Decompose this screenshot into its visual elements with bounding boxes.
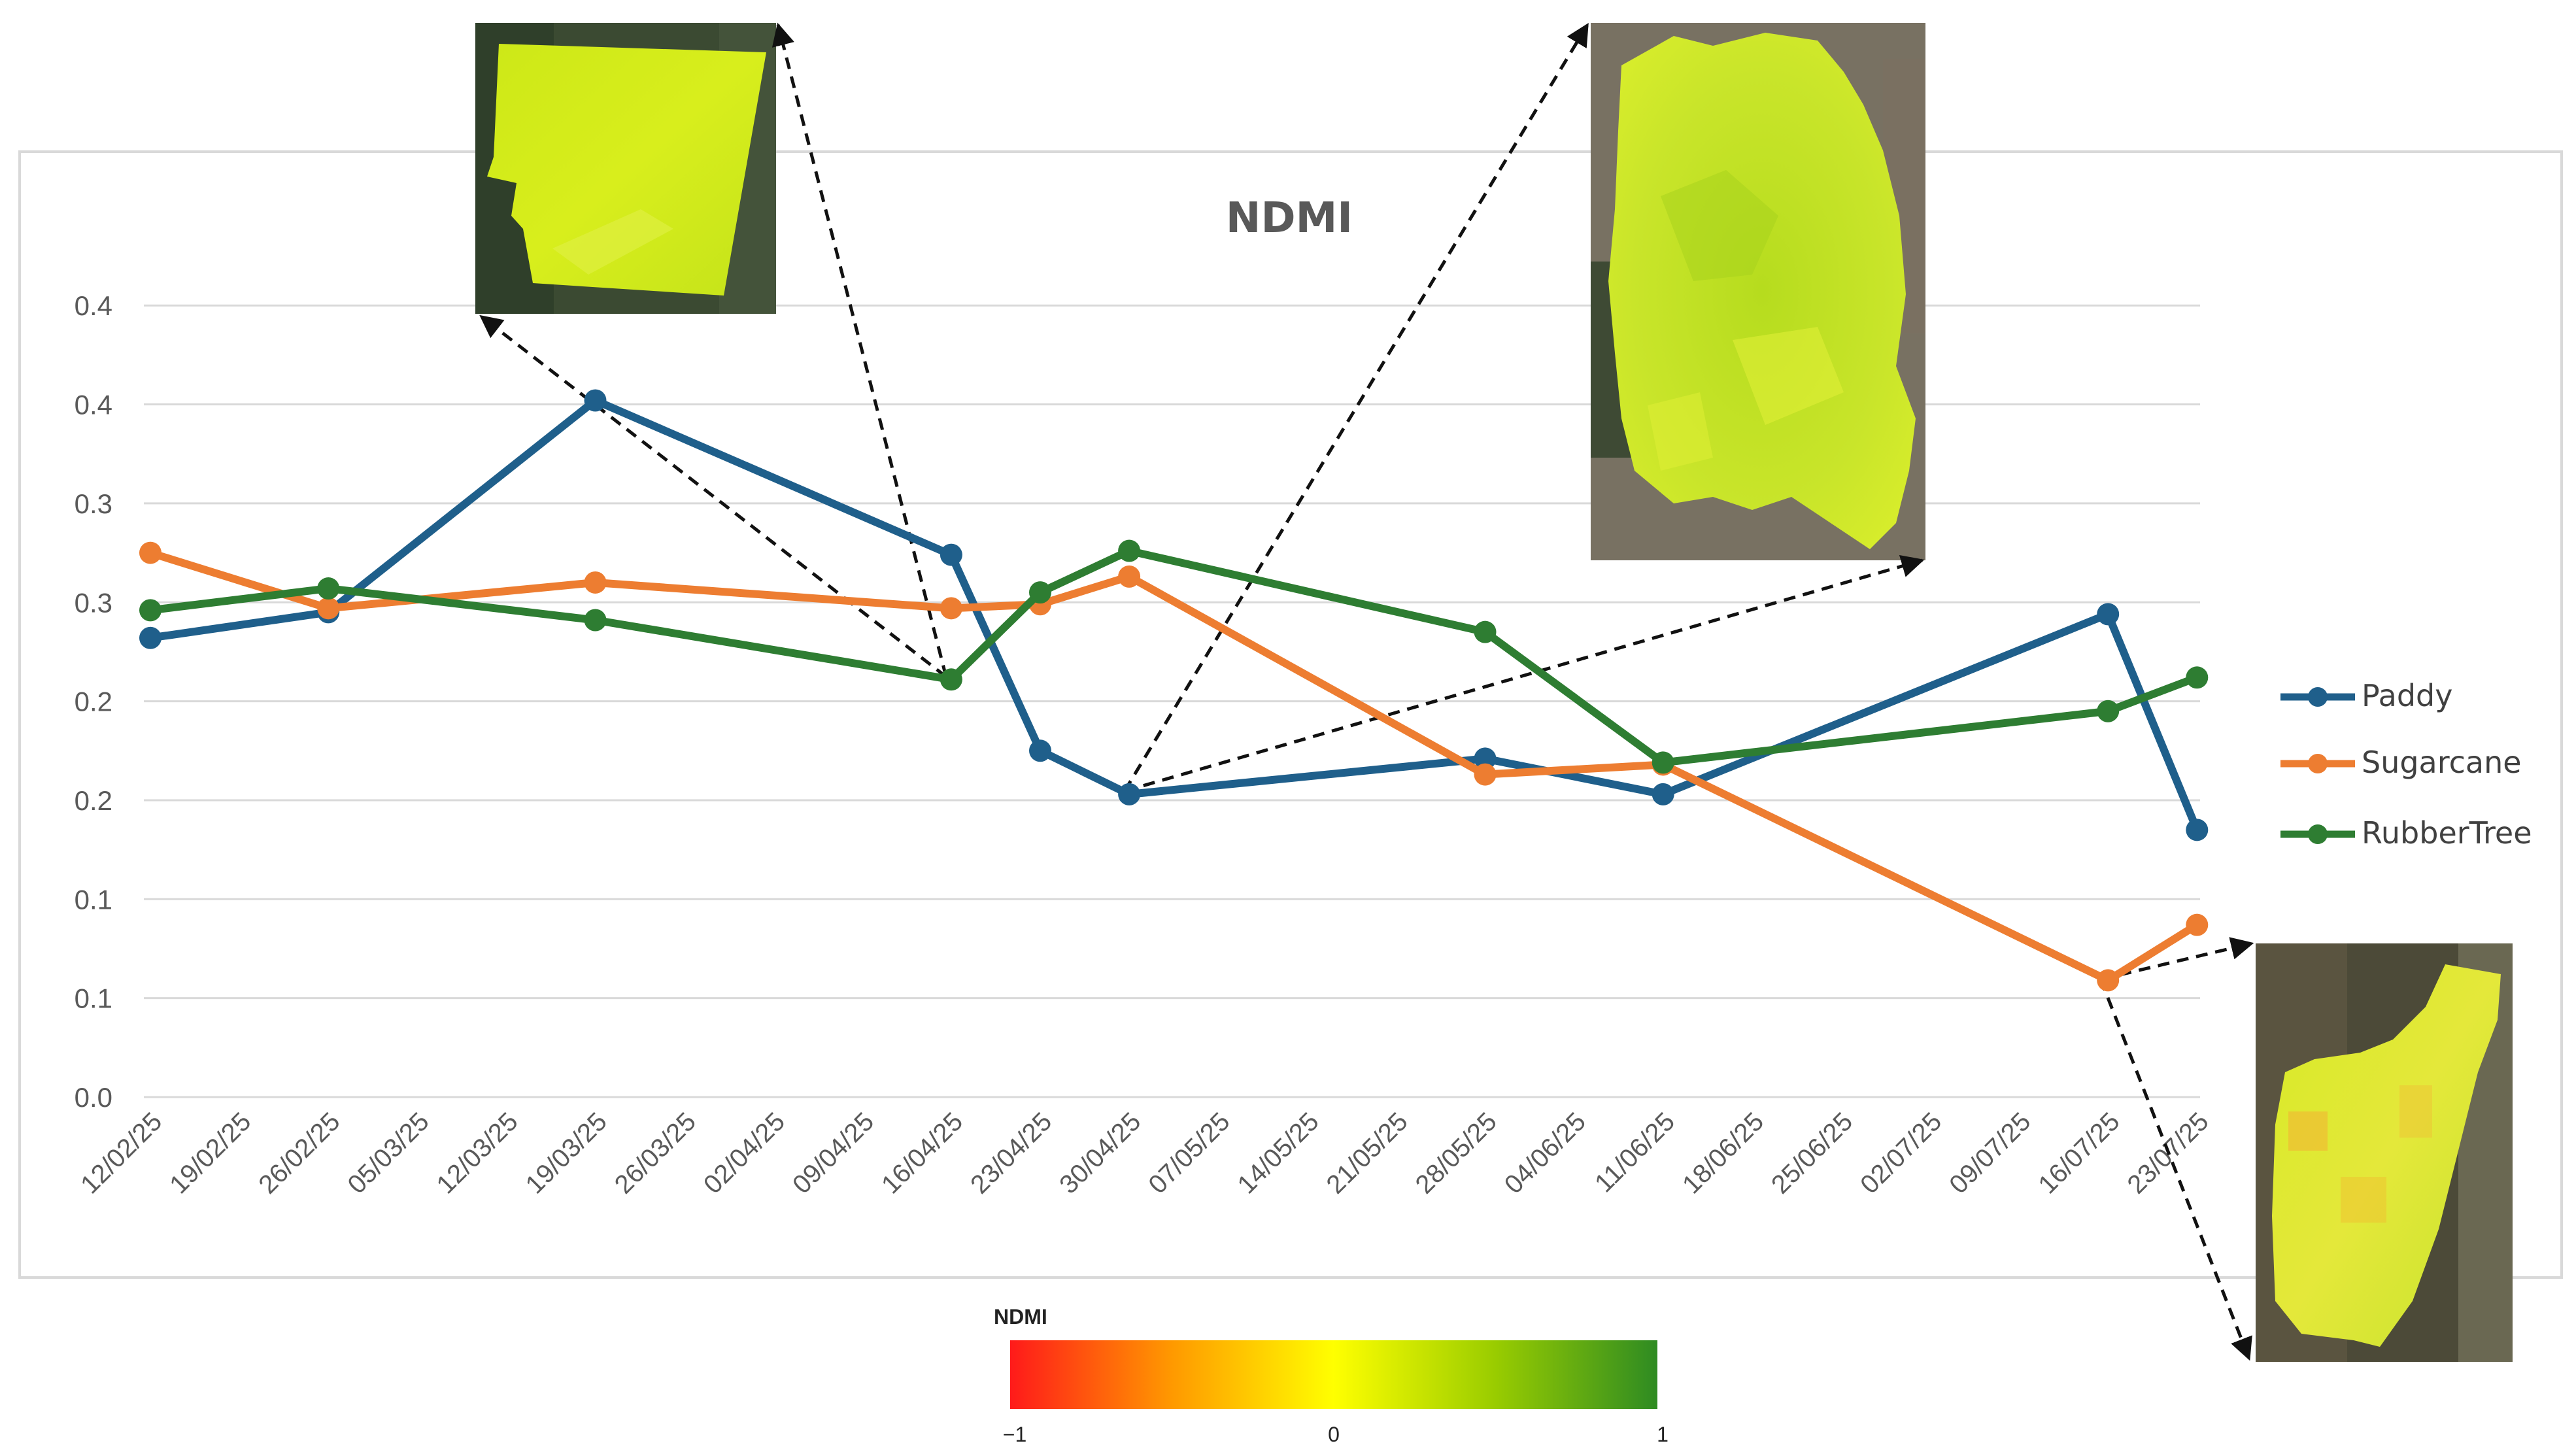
series-line-sugarcane xyxy=(146,549,2201,985)
y-axis-ticks: 0.0 0.1 0.1 0.2 0.2 0.3 0.3 0.4 0.4 xyxy=(75,290,112,1113)
point-paddy xyxy=(940,543,962,566)
point-rubbertree xyxy=(940,668,962,691)
point-rubbertree xyxy=(1118,539,1141,562)
y-tick-label: 0.2 xyxy=(75,785,112,816)
chart-frame xyxy=(18,150,2563,1279)
point-paddy xyxy=(1652,783,1674,805)
point-paddy xyxy=(139,626,161,649)
arrow-sugarcane-bottom xyxy=(2099,979,2252,1361)
arrow-paddy-right xyxy=(771,22,948,677)
legend-item-rubbertree: RubberTree xyxy=(2280,815,2532,851)
colorbar-min-label: −1 xyxy=(1003,1423,1026,1446)
point-paddy xyxy=(2186,819,2209,841)
field-rubbertree-inset xyxy=(1591,23,1925,560)
point-sugarcane xyxy=(940,597,962,620)
point-sugarcane xyxy=(139,541,161,564)
point-sugarcane xyxy=(1474,763,1497,786)
y-tick-label: 0.1 xyxy=(75,884,112,915)
y-tick-label: 0.4 xyxy=(75,290,112,321)
field-paddy-inset xyxy=(475,23,776,314)
legend-item-sugarcane: Sugarcane xyxy=(2280,745,2522,780)
y-tick-label: 0.4 xyxy=(75,390,112,420)
arrow-rubbertree-bottom xyxy=(1124,554,1925,793)
point-rubbertree xyxy=(317,577,340,600)
point-sugarcane xyxy=(2186,913,2209,936)
colorbar-mid-label: 0 xyxy=(1328,1423,1340,1446)
series-lines xyxy=(139,389,2209,992)
point-rubbertree xyxy=(1474,620,1497,643)
legend-label-sugarcane: Sugarcane xyxy=(2362,745,2522,780)
point-paddy xyxy=(2097,603,2120,626)
callout-arrows xyxy=(479,22,2254,1361)
series-line-rubbertree xyxy=(146,547,2201,767)
arrow-rubbertree-top xyxy=(1123,23,1589,792)
legend-label-paddy: Paddy xyxy=(2362,678,2452,713)
y-tick-label: 0.3 xyxy=(75,488,112,519)
point-sugarcane xyxy=(584,571,607,594)
field-sugarcane-inset xyxy=(2256,943,2513,1362)
legend-label-rubbertree: RubberTree xyxy=(2362,815,2532,851)
colorbar-gradient xyxy=(1010,1340,1657,1409)
point-rubbertree xyxy=(584,609,607,632)
y-tick-label: 0.0 xyxy=(75,1082,112,1113)
point-paddy xyxy=(584,389,607,412)
series-line-paddy xyxy=(146,396,2201,834)
y-tick-label: 0.2 xyxy=(75,686,112,717)
point-rubbertree xyxy=(1029,581,1051,604)
point-paddy xyxy=(1474,747,1497,770)
y-tick-label: 0.3 xyxy=(75,587,112,618)
colorbar-title: NDMI xyxy=(994,1305,1047,1329)
ndmi-colorbar: NDMI −1 0 1 xyxy=(994,1305,1669,1446)
point-paddy xyxy=(1029,739,1051,762)
y-tick-label: 0.1 xyxy=(75,983,112,1014)
point-sugarcane xyxy=(1118,565,1141,588)
point-sugarcane xyxy=(2097,969,2120,992)
legend: Paddy Sugarcane RubberTree xyxy=(2280,678,2532,851)
chart-title: NDMI xyxy=(1226,194,1353,243)
point-rubbertree xyxy=(1652,751,1674,774)
point-paddy xyxy=(1118,783,1141,805)
legend-item-paddy: Paddy xyxy=(2280,678,2452,713)
point-rubbertree xyxy=(2186,666,2209,689)
point-rubbertree xyxy=(2097,700,2120,722)
colorbar-max-label: 1 xyxy=(1657,1423,1669,1446)
point-rubbertree xyxy=(139,599,161,622)
point-sugarcane xyxy=(317,597,340,620)
